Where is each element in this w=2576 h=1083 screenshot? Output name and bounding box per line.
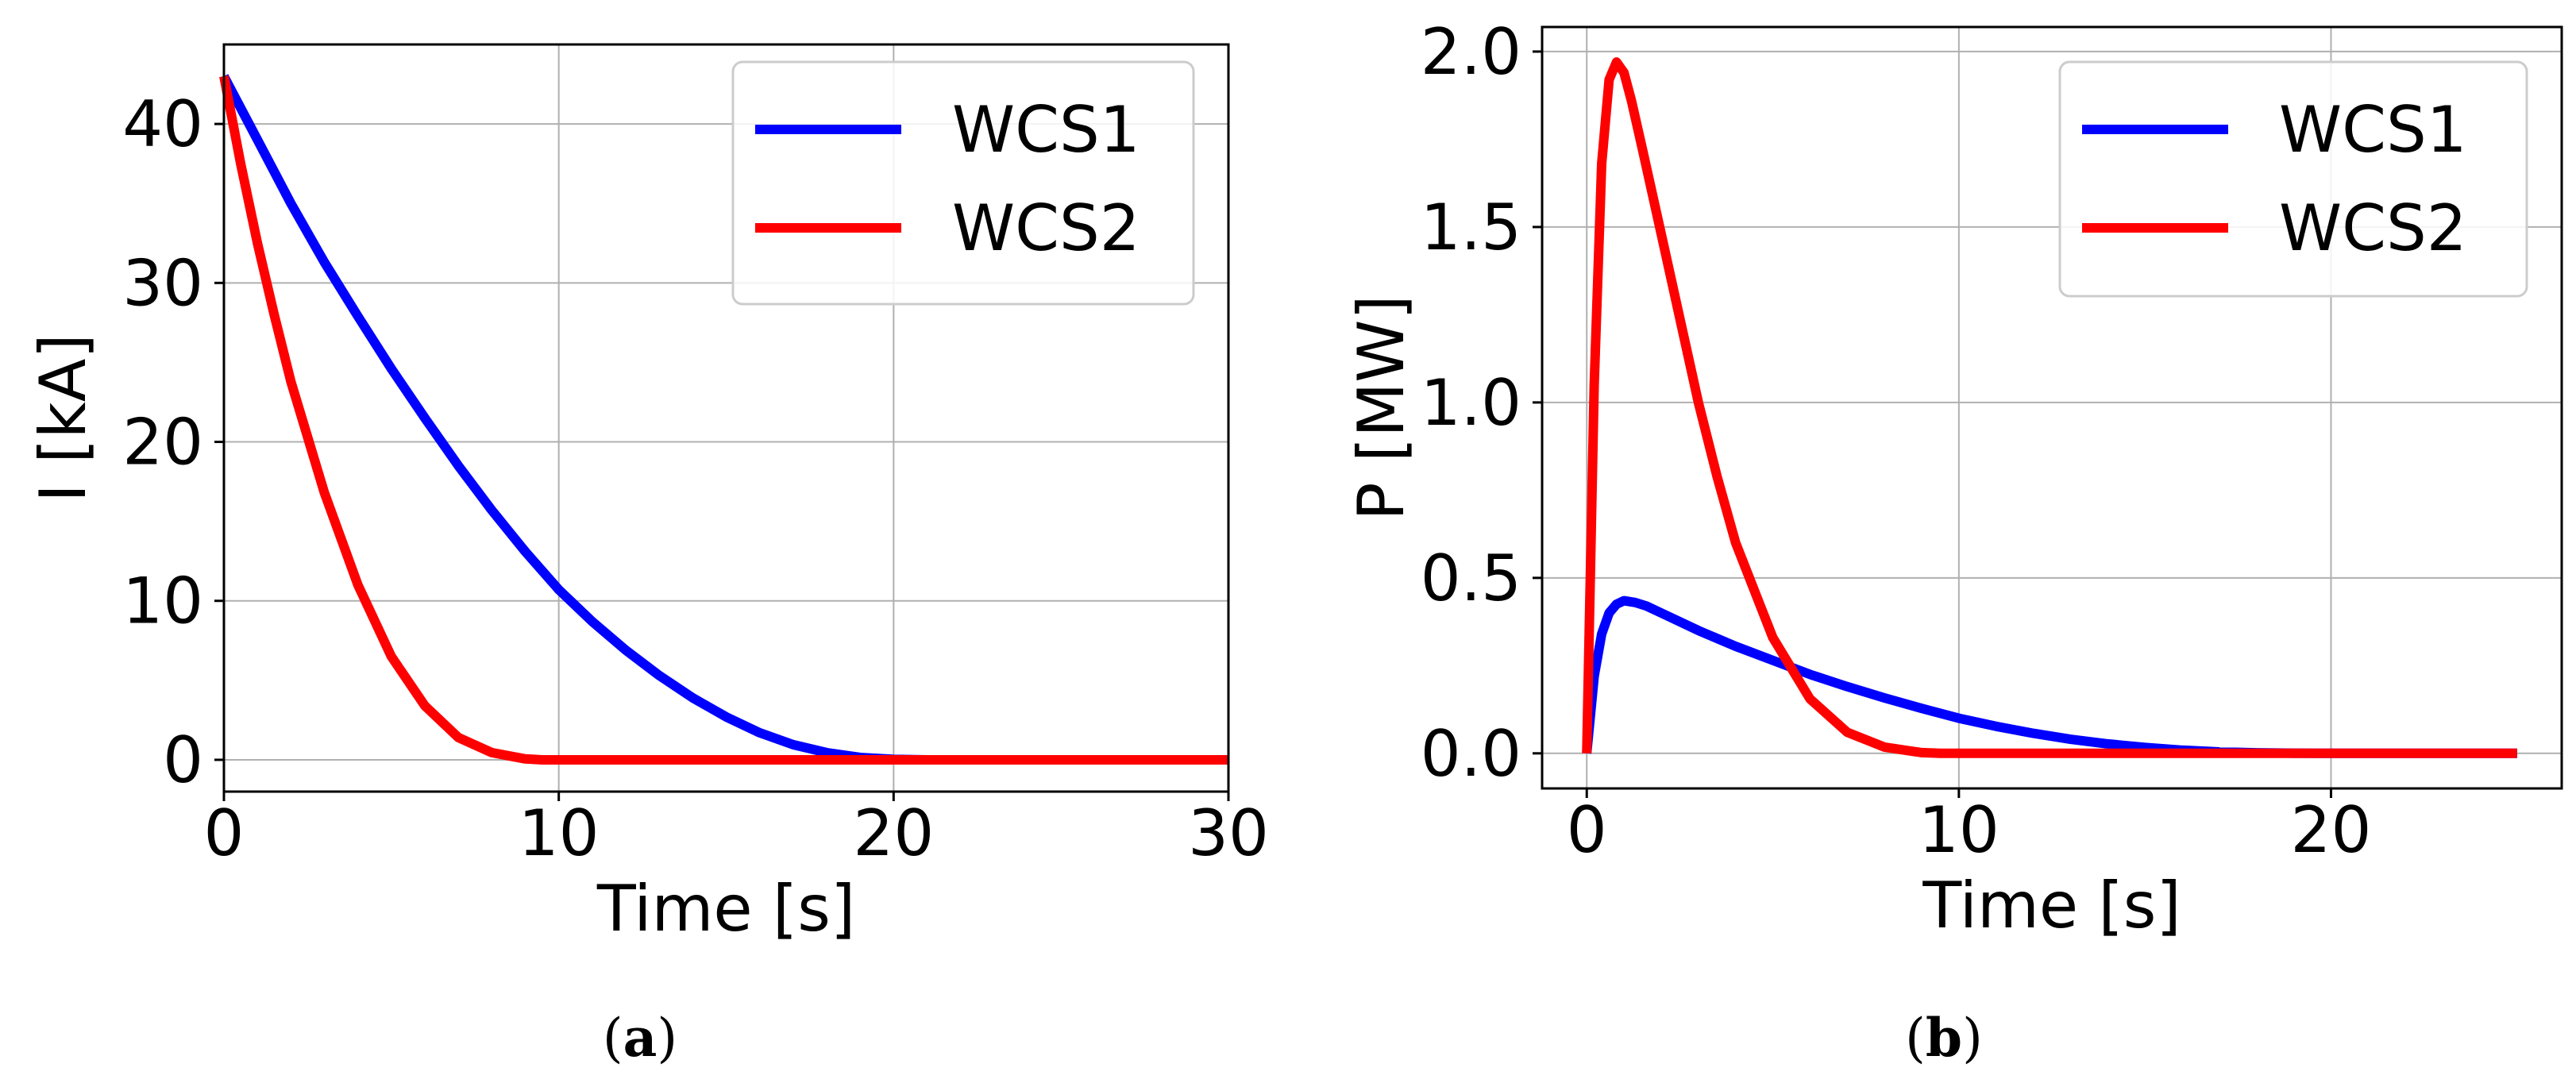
x-tick-label: 0 <box>204 796 245 870</box>
y-tick-label: 30 <box>122 246 203 320</box>
caption-b-label: b <box>1926 1007 1962 1069</box>
y-tick-label: 10 <box>122 565 203 638</box>
x-axis-label-b: Time [s] <box>1922 869 2181 942</box>
x-tick-label: 20 <box>853 796 934 870</box>
x-tick-label: 10 <box>519 796 600 870</box>
ticks-b: 0 10 20 0.0 0.5 1.0 1.5 2.0 <box>1421 15 2372 867</box>
x-tick-label: 10 <box>1919 793 1999 867</box>
series-a <box>219 74 1228 765</box>
y-axis-label-b: P [MW] <box>1344 295 1418 520</box>
y-tick-label: 2.0 <box>1421 15 1521 89</box>
series-b <box>1582 57 2517 758</box>
legend-b: WCS1 WCS2 <box>2058 60 2528 298</box>
plot-frame-b <box>1541 25 2563 790</box>
series-line-wcs2 <box>219 75 1228 765</box>
caption-b: (b) <box>1905 1007 1983 1069</box>
legend-label-wcs1: WCS1 <box>2279 93 2467 167</box>
series-line-wcs1 <box>1582 595 2517 758</box>
x-axis-label-a: Time [s] <box>596 872 855 946</box>
y-tick-label: 1.0 <box>1421 366 1521 440</box>
legend-label-wcs1: WCS1 <box>952 93 1140 167</box>
x-tick-label: 0 <box>1567 793 1607 867</box>
plot-frame-a <box>222 43 1230 793</box>
y-tick-label: 0.0 <box>1421 717 1521 791</box>
y-axis-label-a: I [kA] <box>26 333 100 503</box>
series-line-wcs2 <box>1582 57 2517 758</box>
x-tick-label: 20 <box>2291 793 2372 867</box>
y-tick-label: 40 <box>122 87 203 161</box>
y-tick-label: 0 <box>163 723 203 797</box>
y-tick-label: 1.5 <box>1421 191 1521 264</box>
legend-box <box>2058 60 2528 298</box>
y-tick-label: 0.5 <box>1421 542 1521 615</box>
caption-a: (a) <box>603 1007 677 1069</box>
legend-box <box>731 60 1195 306</box>
legend-label-wcs2: WCS2 <box>952 191 1140 265</box>
ticks-a: 0 10 20 30 0 10 20 30 40 <box>122 87 1269 870</box>
legend-a: WCS1 WCS2 <box>731 60 1195 306</box>
y-tick-label: 20 <box>122 406 203 480</box>
caption-a-label: a <box>623 1007 657 1069</box>
legend-label-wcs2: WCS2 <box>2279 191 2467 265</box>
x-tick-label: 30 <box>1188 796 1269 870</box>
chart-panel-b: 0 10 20 0.0 0.5 1.0 1.5 2.0 Time [s] P [MW] WCS… <box>1344 15 2563 1069</box>
